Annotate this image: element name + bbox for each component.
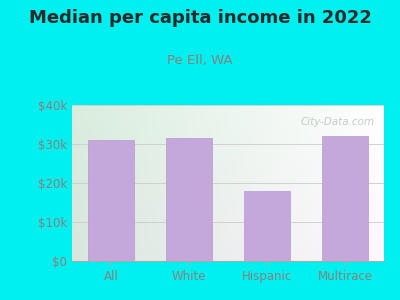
Text: Median per capita income in 2022: Median per capita income in 2022 (28, 9, 372, 27)
Bar (244, 191, 290, 261)
Bar (322, 136, 368, 261)
Bar (88, 140, 134, 261)
Text: City-Data.com: City-Data.com (300, 118, 375, 128)
Bar (166, 138, 212, 261)
Text: Pe Ell, WA: Pe Ell, WA (167, 54, 233, 67)
